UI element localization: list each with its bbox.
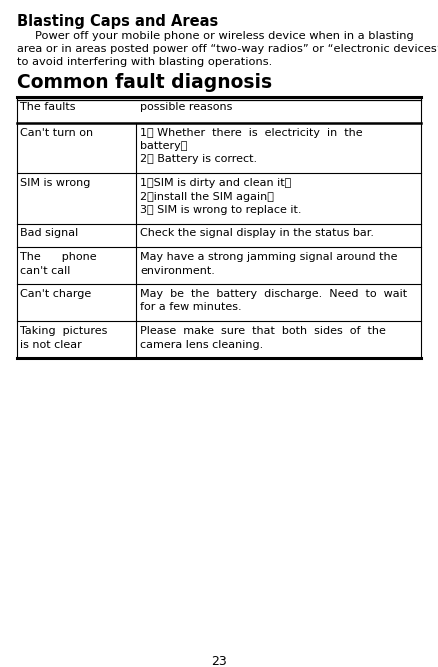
Text: The faults: The faults bbox=[20, 103, 75, 113]
Text: May  be  the  battery  discharge.  Need  to  wait: May be the battery discharge. Need to wa… bbox=[140, 289, 407, 299]
Text: Blasting Caps and Areas: Blasting Caps and Areas bbox=[17, 14, 218, 29]
Text: Can't charge: Can't charge bbox=[20, 289, 91, 299]
Text: SIM is wrong: SIM is wrong bbox=[20, 178, 90, 188]
Text: 2、 Battery is correct.: 2、 Battery is correct. bbox=[140, 155, 257, 165]
Text: for a few minutes.: for a few minutes. bbox=[140, 303, 242, 313]
Text: environment.: environment. bbox=[140, 265, 215, 275]
Text: can't call: can't call bbox=[20, 265, 70, 275]
Text: 23: 23 bbox=[211, 655, 227, 667]
Text: The      phone: The phone bbox=[20, 252, 96, 262]
Text: area or in areas posted power off “two-way radios” or “electronic devices”: area or in areas posted power off “two-w… bbox=[17, 44, 438, 54]
Text: is not clear: is not clear bbox=[20, 340, 81, 350]
Text: Bad signal: Bad signal bbox=[20, 229, 78, 239]
Text: to avoid interfering with blasting operations.: to avoid interfering with blasting opera… bbox=[17, 57, 272, 67]
Text: Common fault diagnosis: Common fault diagnosis bbox=[17, 73, 272, 92]
Text: Taking  pictures: Taking pictures bbox=[20, 326, 107, 336]
Text: camera lens cleaning.: camera lens cleaning. bbox=[140, 340, 263, 350]
Text: Power off your mobile phone or wireless device when in a blasting: Power off your mobile phone or wireless … bbox=[35, 31, 413, 41]
Text: 1、SIM is dirty and clean it；: 1、SIM is dirty and clean it； bbox=[140, 178, 291, 188]
Text: Please  make  sure  that  both  sides  of  the: Please make sure that both sides of the bbox=[140, 326, 386, 336]
Text: possible reasons: possible reasons bbox=[140, 103, 233, 113]
Text: battery；: battery； bbox=[140, 141, 187, 151]
Text: Can't turn on: Can't turn on bbox=[20, 127, 93, 137]
Text: 3、 SIM is wrong to replace it.: 3、 SIM is wrong to replace it. bbox=[140, 205, 301, 215]
Text: Check the signal display in the status bar.: Check the signal display in the status b… bbox=[140, 229, 374, 239]
Text: May have a strong jamming signal around the: May have a strong jamming signal around … bbox=[140, 252, 398, 262]
Text: 2、install the SIM again；: 2、install the SIM again； bbox=[140, 191, 274, 201]
Text: 1、 Whether  there  is  electricity  in  the: 1、 Whether there is electricity in the bbox=[140, 127, 363, 137]
